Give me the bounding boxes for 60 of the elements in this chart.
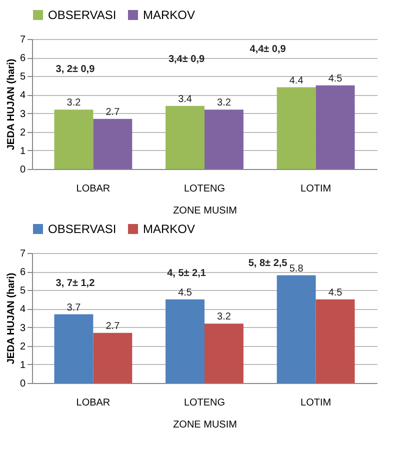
y-tick-label: 0 [20, 378, 26, 390]
y-tick-label: 1 [20, 146, 26, 157]
x-tick-label: LOTIM [300, 398, 332, 408]
y-tick-label: 7 [20, 248, 26, 260]
legend-label: MARKOV [143, 222, 196, 236]
data-label: 3.2 [217, 312, 232, 323]
bar [204, 324, 244, 383]
y-tick-label: 6 [20, 267, 26, 278]
x-tick-label: LOBAR [76, 398, 110, 408]
legend-label: MARKOV [143, 8, 196, 22]
bar [276, 275, 316, 383]
data-label: 3.2 [66, 98, 82, 109]
x-axis-title: ZONE MUSIM [173, 206, 237, 216]
legend-label: OBSERVASI [48, 222, 116, 236]
bar [166, 299, 204, 383]
y-tick-label: 2 [20, 127, 26, 138]
y-axis-title: JEDA HUJAN (hari) [6, 272, 17, 364]
y-tick-label: 3 [20, 322, 26, 334]
annotation: 4, 5± 2,1 [167, 268, 206, 279]
data-label: 4.5 [328, 73, 343, 84]
bar [54, 110, 94, 169]
bar [316, 85, 355, 169]
x-tick-label: LOTENG [184, 184, 226, 194]
data-label: 4.4 [289, 75, 304, 86]
annotation: 3,4± 0,9 [168, 54, 205, 65]
annotation: 4,4± 0,9 [250, 44, 286, 55]
bar [316, 299, 355, 383]
x-axis-title: ZONE MUSIM [173, 420, 237, 430]
y-tick-label: 7 [20, 34, 26, 46]
bar [93, 118, 132, 169]
data-label: 4.5 [328, 287, 343, 298]
data-label: 2.7 [106, 320, 120, 332]
y-tick-label: 6 [20, 53, 26, 64]
annotation: 5, 8± 2,5 [248, 258, 288, 269]
y-tick-label: 3 [20, 108, 26, 120]
bar [93, 332, 132, 383]
y-tick-label: 2 [20, 341, 26, 352]
bar [166, 106, 204, 169]
data-label: 2.7 [106, 106, 120, 118]
y-axis-title: JEDA HUJAN (hari) [6, 58, 17, 150]
y-tick-label: 0 [20, 164, 26, 176]
bar [276, 87, 316, 169]
x-tick-label: LOBAR [76, 184, 110, 194]
y-tick-label: 4 [20, 304, 26, 316]
annotation: 3, 2± 0,9 [56, 64, 96, 75]
x-tick-label: LOTENG [184, 398, 226, 408]
y-tick-label: 5 [20, 72, 26, 83]
y-tick-label: 5 [20, 286, 26, 297]
bar [54, 314, 94, 383]
x-tick-label: LOTIM [300, 184, 332, 194]
data-label: 5.8 [289, 263, 304, 274]
y-tick-label: 1 [20, 360, 26, 371]
legend-label: OBSERVASI [48, 8, 116, 22]
data-label: 3.2 [217, 98, 232, 109]
data-label: 4.5 [178, 287, 192, 298]
data-label: 3.4 [178, 94, 192, 105]
bar [204, 110, 244, 169]
annotation: 3, 7± 1,2 [56, 278, 96, 289]
y-tick-label: 4 [20, 90, 26, 102]
data-label: 3.7 [66, 302, 82, 314]
